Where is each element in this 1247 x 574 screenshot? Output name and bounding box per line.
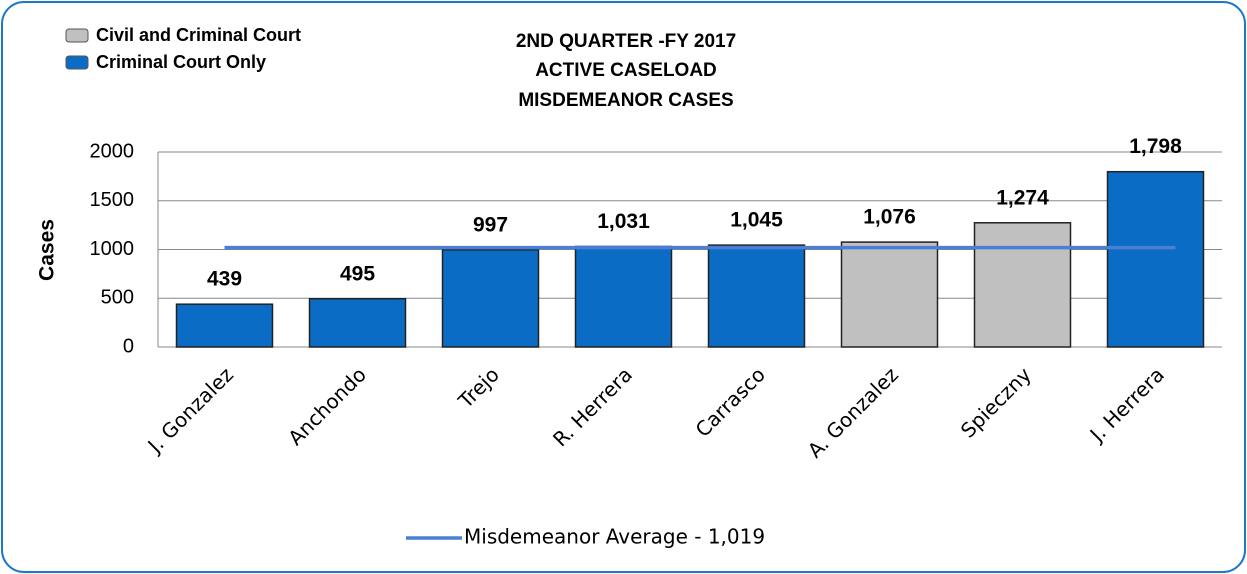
- chart-title: MISDEMEANOR CASES: [518, 90, 733, 111]
- legend-swatch: [65, 55, 89, 70]
- bar: [840, 241, 939, 348]
- y-tick-label: 1500: [90, 189, 135, 211]
- legend-label: Criminal Court Only: [96, 52, 266, 72]
- data-label: 997: [473, 213, 508, 236]
- average-legend-label: Misdemeanor Average - 1,019: [464, 525, 765, 549]
- bar: [1106, 170, 1205, 348]
- bar: [574, 245, 673, 348]
- data-label: 1,031: [597, 210, 650, 233]
- chart-title: ACTIVE CASELOAD: [535, 60, 717, 81]
- y-axis-label: Cases: [36, 219, 59, 281]
- y-tick-label: 2000: [90, 140, 135, 162]
- bar: [441, 249, 540, 348]
- data-label: 1,274: [996, 186, 1049, 209]
- bar: [973, 222, 1072, 348]
- bar: [308, 297, 407, 348]
- bar: [175, 303, 274, 348]
- data-label: 1,076: [863, 206, 916, 229]
- y-tick-label: 1000: [90, 238, 135, 260]
- chart-title: 2ND QUARTER -FY 2017: [516, 31, 736, 52]
- legend-swatch: [65, 28, 89, 43]
- data-label: 495: [340, 262, 375, 285]
- bar: [707, 244, 806, 348]
- legend-label: Civil and Criminal Court: [96, 25, 301, 45]
- data-label: 1,045: [730, 209, 783, 232]
- data-label: 439: [207, 268, 242, 291]
- y-tick-label: 0: [123, 335, 134, 357]
- data-label: 1,798: [1129, 135, 1182, 158]
- y-tick-label: 500: [101, 287, 134, 309]
